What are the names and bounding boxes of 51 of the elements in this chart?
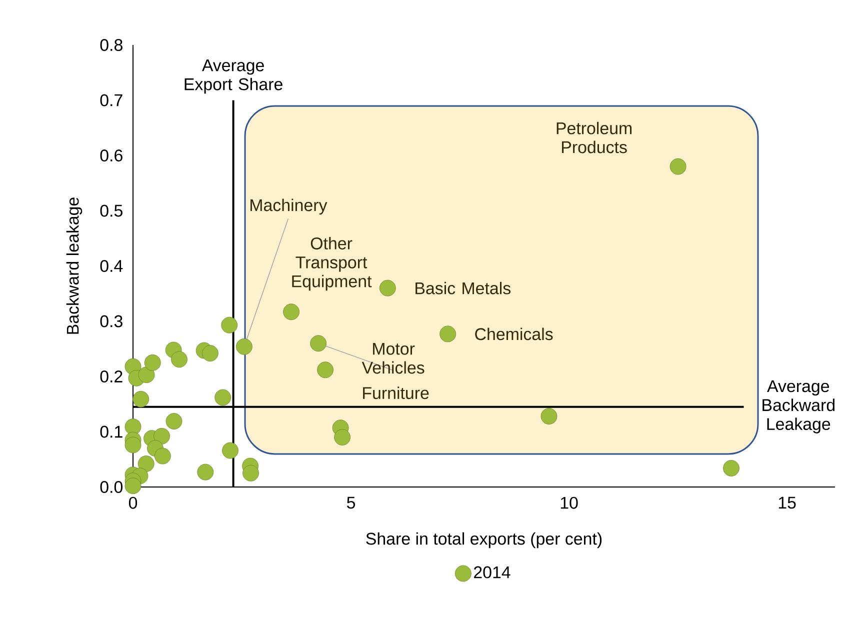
point [138,366,155,384]
point [124,436,142,454]
point [310,335,327,352]
point [166,413,182,430]
point [236,338,252,355]
y-tick-label: 0.2 [100,370,122,382]
point [221,316,238,334]
point [214,389,232,406]
point [440,326,456,342]
ref-line-label: Average Export Share [184,59,282,94]
point [242,464,259,482]
y-tick-label: 0.3 [100,315,122,328]
point [132,390,150,408]
annotation: Machinery [250,198,328,215]
y-tick-label: 0.8 [100,38,122,51]
annotation: Basic Metals [416,282,510,294]
point [197,464,214,480]
y-tick-label: 0.0 [100,480,123,493]
point [154,448,171,464]
point [317,362,334,378]
annotation: Chemicals [475,328,553,340]
y-tick-label: 0.7 [100,94,122,106]
annotation: Motor Vehicles [362,342,424,374]
point [138,456,154,472]
y-axis-title: Backward leakage [66,198,82,334]
point [334,429,351,446]
x-tick-label: 15 [778,496,796,509]
point [171,351,188,368]
point [144,354,161,371]
annotation: Petroleum Products [556,122,632,154]
y-tick-label: 0.5 [100,204,122,217]
point [124,478,142,494]
ref-line-label: Average Backward Leakage [762,380,834,434]
annotation: Other Transport Equipment [292,237,372,291]
point [379,280,396,296]
x-tick-label: 0 [128,496,138,509]
point [154,428,170,444]
y-tick-label: 0.4 [100,260,123,272]
point [222,442,238,459]
point [723,460,740,476]
legend-label: 2014 [474,566,510,578]
x-tick-label: 10 [560,496,578,509]
x-tick-label: 5 [346,496,356,509]
x-axis-title: Share in total exports (per cent) [366,532,602,548]
y-tick-label: 0.6 [100,149,122,162]
point [283,304,300,320]
y-tick-label: 0.1 [100,426,122,438]
point [540,408,558,424]
point [670,158,686,175]
annotation: Furniture [363,386,429,400]
point [202,345,218,362]
